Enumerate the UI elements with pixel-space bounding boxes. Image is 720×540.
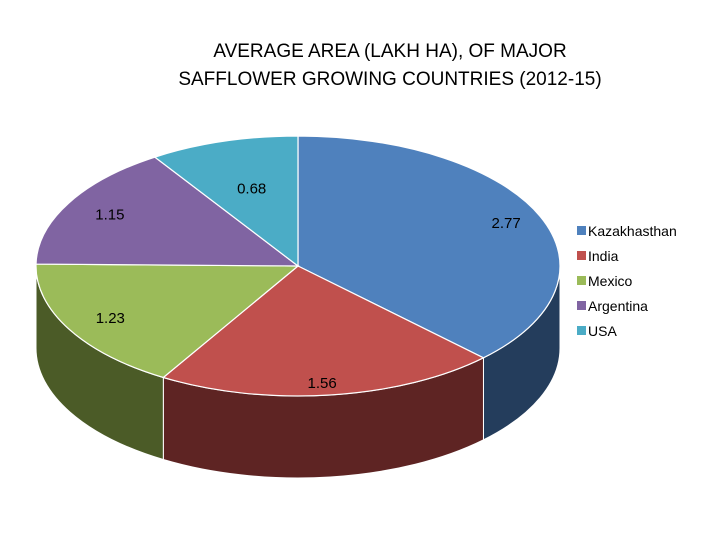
- legend: Kazakhasthan India Mexico Argentina USA: [577, 218, 677, 343]
- legend-swatch: [577, 326, 586, 335]
- legend-label: USA: [588, 322, 617, 339]
- pie-slice-kazakhasthan: [297, 135, 561, 359]
- data-label-india: 1.56: [308, 375, 337, 392]
- pie-slice-argentina: [35, 156, 300, 267]
- pie-slice-india: [162, 265, 485, 397]
- chart-title-line-2: SAFFLOWER GROWING COUNTRIES (2012-15): [178, 69, 602, 90]
- legend-label: Kazakhasthan: [588, 222, 677, 239]
- legend-swatch: [577, 226, 586, 235]
- legend-item-argentina: Argentina: [577, 293, 677, 318]
- data-label-mexico: 1.23: [96, 310, 125, 327]
- legend-item-usa: USA: [577, 318, 677, 343]
- chart-title: AVERAGE AREA (LAKH HA), OF MAJOR SAFFLOW…: [0, 38, 720, 94]
- legend-item-mexico: Mexico: [577, 268, 677, 293]
- legend-label: Argentina: [588, 297, 648, 314]
- chart-title-line-1: AVERAGE AREA (LAKH HA), OF MAJOR: [213, 41, 567, 62]
- legend-swatch: [577, 251, 586, 260]
- legend-label: Mexico: [588, 272, 633, 289]
- legend-label: India: [588, 247, 619, 264]
- legend-swatch: [577, 301, 586, 310]
- data-label-kazakhasthan: 2.77: [492, 215, 521, 232]
- data-label-argentina: 1.15: [95, 207, 124, 224]
- legend-swatch: [577, 276, 586, 285]
- pie-slice-usa: [153, 135, 299, 268]
- legend-item-kazakhasthan: Kazakhasthan: [577, 218, 677, 243]
- data-label-usa: 0.68: [237, 181, 266, 198]
- pie-slice-mexico: [35, 263, 300, 379]
- legend-item-india: India: [577, 243, 677, 268]
